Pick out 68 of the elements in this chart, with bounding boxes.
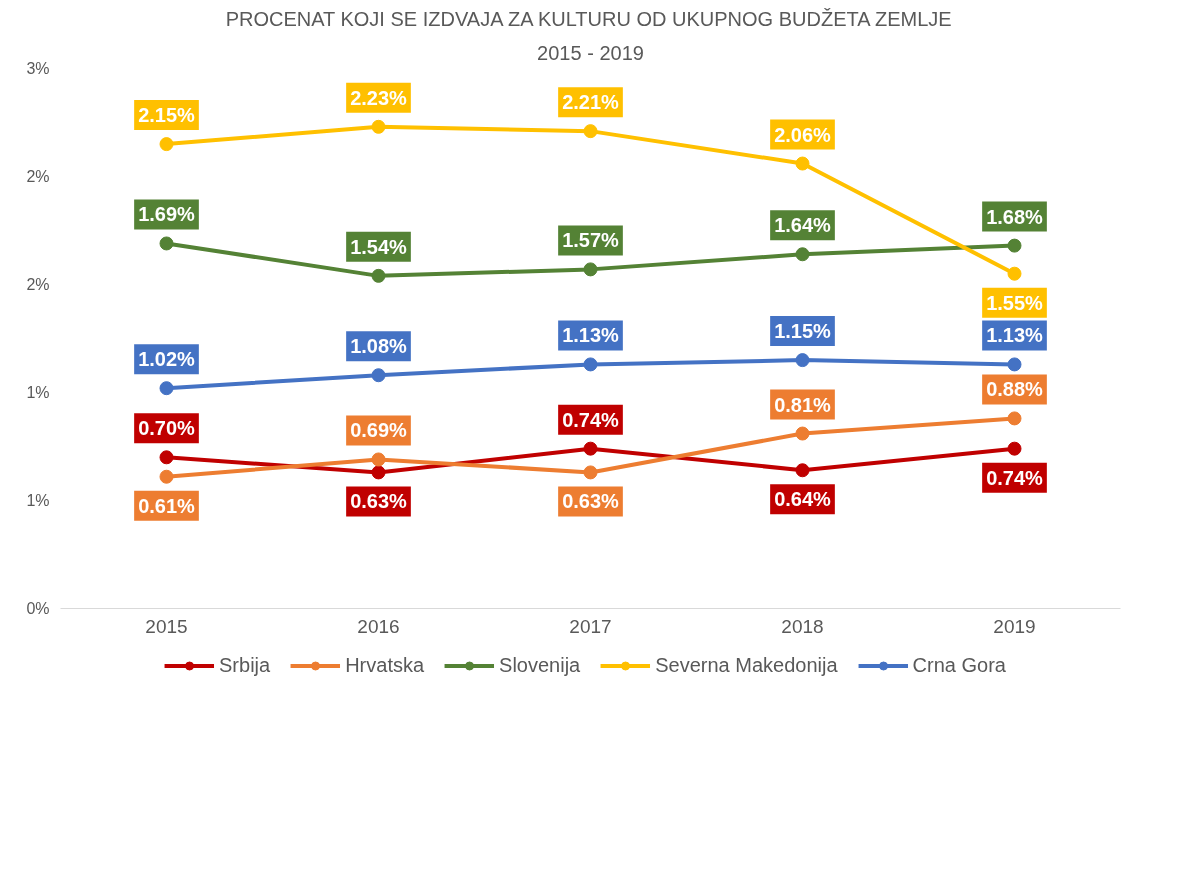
y-tick-label: 2% <box>26 168 50 185</box>
point <box>1007 266 1022 281</box>
x-tick-label: 2018 <box>781 615 824 637</box>
data-label: 2.23% <box>350 86 408 109</box>
data-label: 1.57% <box>562 229 620 252</box>
x-tick-label: 2015 <box>145 615 188 637</box>
point <box>1007 357 1022 372</box>
data-label: 1.68% <box>986 205 1044 228</box>
data-label: 0.88% <box>986 378 1044 401</box>
data-label: 0.64% <box>774 488 832 511</box>
data-label: 1.15% <box>774 320 832 343</box>
legend-label: Slovenija <box>499 653 581 677</box>
legend-label: Severna Makedonija <box>655 653 838 677</box>
point <box>583 357 598 372</box>
point <box>583 465 598 480</box>
data-label: 1.64% <box>774 214 832 237</box>
data-label: 0.81% <box>774 393 832 416</box>
data-label: 0.70% <box>138 417 196 440</box>
point <box>159 137 174 152</box>
point <box>159 450 174 465</box>
point <box>1007 441 1022 456</box>
data-label: 2.15% <box>138 104 196 127</box>
x-tick-label: 2019 <box>993 615 1036 637</box>
legend-label: Crna Gora <box>912 653 1006 677</box>
y-tick-label: 2% <box>26 276 50 293</box>
point <box>159 236 174 251</box>
data-label: 1.54% <box>350 235 408 258</box>
x-tick-label: 2017 <box>569 615 612 637</box>
data-label: 2.21% <box>562 91 620 114</box>
point <box>795 353 810 368</box>
data-label: 1.69% <box>138 203 196 226</box>
point <box>583 441 598 456</box>
point <box>795 156 810 171</box>
data-label: 1.13% <box>986 324 1044 347</box>
x-tick-label: 2016 <box>357 615 400 637</box>
y-tick-label: 1% <box>26 492 50 509</box>
data-label: 0.69% <box>350 419 408 442</box>
data-label: 1.13% <box>562 324 620 347</box>
point <box>159 469 174 484</box>
data-label: 0.74% <box>986 466 1044 489</box>
data-label: 0.63% <box>350 490 408 513</box>
point <box>371 268 386 283</box>
point <box>371 368 386 383</box>
chart-title: PROCENAT KOJI SE IZDVAJA ZA KULTURU OD UKUPNOG BUDŽETA ZEMLJE <box>225 7 952 30</box>
point <box>795 247 810 262</box>
data-label: 2.06% <box>774 123 832 146</box>
data-label: 0.63% <box>562 490 620 513</box>
data-label: 1.02% <box>138 348 196 371</box>
legend-label: Srbija <box>219 653 271 677</box>
point <box>795 463 810 478</box>
data-label: 1.08% <box>350 335 408 358</box>
point <box>371 119 386 134</box>
point <box>1007 411 1022 426</box>
point <box>371 452 386 467</box>
point <box>371 465 386 480</box>
point <box>159 381 174 396</box>
data-label: 1.55% <box>986 291 1044 314</box>
y-tick-label: 1% <box>26 384 50 401</box>
point <box>583 262 598 277</box>
point <box>1007 238 1022 253</box>
point <box>583 124 598 139</box>
legend-label: Hrvatska <box>345 653 425 677</box>
y-tick-label: 0% <box>26 600 50 617</box>
data-label: 0.61% <box>138 494 196 517</box>
data-label: 0.74% <box>562 408 620 431</box>
point <box>795 426 810 441</box>
chart-subtitle: 2015 - 2019 <box>537 41 644 64</box>
y-tick-label: 3% <box>26 60 50 77</box>
